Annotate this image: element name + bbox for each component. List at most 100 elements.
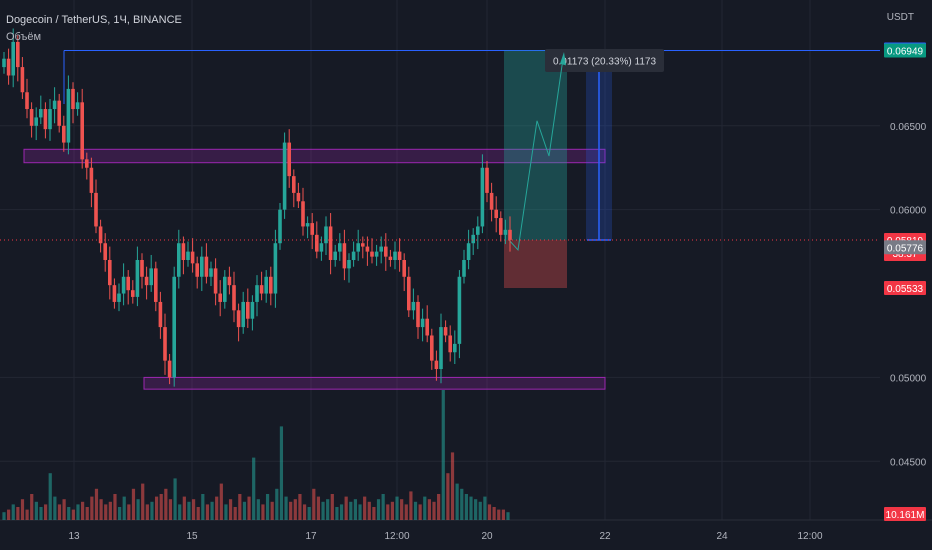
candle-body — [209, 268, 213, 277]
volume-bar — [201, 494, 205, 520]
volume-bar — [298, 494, 302, 520]
volume-bar — [395, 496, 399, 520]
candle-body — [416, 301, 420, 328]
volume-bar — [57, 504, 62, 520]
volume-bar — [191, 499, 196, 520]
symbol-title[interactable]: Dogecoin / TetherUS, 1Ч, BINANCE — [6, 14, 182, 26]
candle-body — [397, 251, 402, 260]
candle-body — [453, 343, 457, 353]
candle-body — [223, 276, 227, 302]
candle-body — [443, 327, 448, 336]
candle-body — [71, 88, 75, 110]
candle-body — [144, 276, 149, 286]
volume-bar — [178, 504, 182, 520]
volume-bar — [205, 504, 210, 520]
candle-body — [16, 41, 20, 68]
volume-bar — [390, 501, 395, 520]
candle-body — [466, 243, 471, 260]
volume-bar — [145, 504, 149, 520]
volume-bar — [335, 507, 339, 520]
volume-bar — [71, 509, 75, 520]
volume-bar — [44, 504, 48, 520]
volume-bar — [117, 507, 122, 520]
candle-body — [39, 109, 43, 118]
candle-body — [278, 209, 282, 244]
volume-bar — [39, 507, 43, 520]
candle-body — [43, 109, 48, 130]
volume-bar — [104, 504, 108, 520]
candle-body — [20, 67, 25, 93]
candle-body — [181, 243, 186, 260]
candle-body — [167, 360, 172, 378]
x-tick-label: 15 — [186, 531, 198, 542]
symbol-legend: Dogecoin / TetherUS, 1Ч, BINANCE Объём — [6, 12, 182, 46]
volume-bar — [7, 509, 11, 520]
candle-body — [370, 251, 374, 257]
volume-bar — [219, 483, 223, 520]
candle-body — [195, 263, 199, 277]
volume-bar — [376, 499, 381, 520]
candle-body — [305, 223, 310, 227]
volume-bar — [386, 504, 390, 520]
x-tick-label: 17 — [305, 531, 317, 542]
candle-body — [439, 327, 443, 370]
volume-bar — [450, 452, 455, 520]
candle-body — [2, 58, 6, 68]
volume-bar — [302, 504, 307, 520]
volume-bar — [404, 504, 408, 520]
candle-body — [140, 260, 144, 277]
candle-body — [135, 260, 140, 297]
candle-body — [273, 243, 278, 294]
volume-bar — [48, 473, 52, 520]
x-tick-label: 12:00 — [797, 531, 822, 542]
candle-body — [471, 234, 475, 244]
candle-body — [218, 293, 222, 302]
volume-bar — [127, 504, 131, 520]
measure-label: 0.01173 (20.33%) 1173 — [553, 57, 656, 68]
volume-bar — [427, 499, 431, 520]
candle-body — [149, 268, 153, 286]
volume-bar — [293, 499, 297, 520]
candle-body — [379, 246, 383, 252]
volume-bar — [168, 499, 173, 520]
volume-bar — [312, 488, 316, 520]
volume-bar — [252, 457, 256, 520]
candle-body — [172, 276, 176, 378]
candle-body — [315, 234, 319, 252]
volume-bar — [25, 509, 29, 520]
volume-bar — [321, 501, 325, 520]
volume-bar — [2, 512, 6, 520]
candle-body — [163, 327, 167, 361]
volume-bar — [242, 501, 247, 520]
candle-body — [48, 109, 52, 130]
volume-bar — [196, 507, 200, 520]
candle-body — [6, 58, 11, 76]
candle-body — [94, 192, 98, 227]
currency-label[interactable]: USDT — [886, 12, 914, 23]
candle-body — [29, 109, 34, 126]
candle-body — [177, 243, 181, 277]
candle-body — [296, 192, 301, 202]
volume-bar — [372, 507, 376, 520]
candle-body — [448, 335, 452, 353]
price-label: 0.05533 — [887, 284, 924, 295]
volume-bar — [53, 496, 57, 520]
x-tick-label: 12:00 — [384, 531, 409, 542]
volume-bar — [400, 499, 404, 520]
candle-body — [476, 226, 480, 235]
candle-body — [131, 290, 135, 297]
volume-value-label: 10.161M — [886, 510, 925, 521]
volume-bar — [344, 496, 348, 520]
candle-body — [310, 223, 314, 235]
volume-bar — [474, 499, 478, 520]
volume-bar — [413, 501, 418, 520]
candle-body — [34, 117, 38, 126]
volume-bar — [506, 512, 510, 520]
candle-body — [255, 285, 259, 302]
candle-body — [236, 310, 241, 328]
candle-body — [485, 167, 489, 193]
volume-indicator-label[interactable]: Объём — [6, 31, 42, 43]
candle-body — [11, 41, 15, 76]
